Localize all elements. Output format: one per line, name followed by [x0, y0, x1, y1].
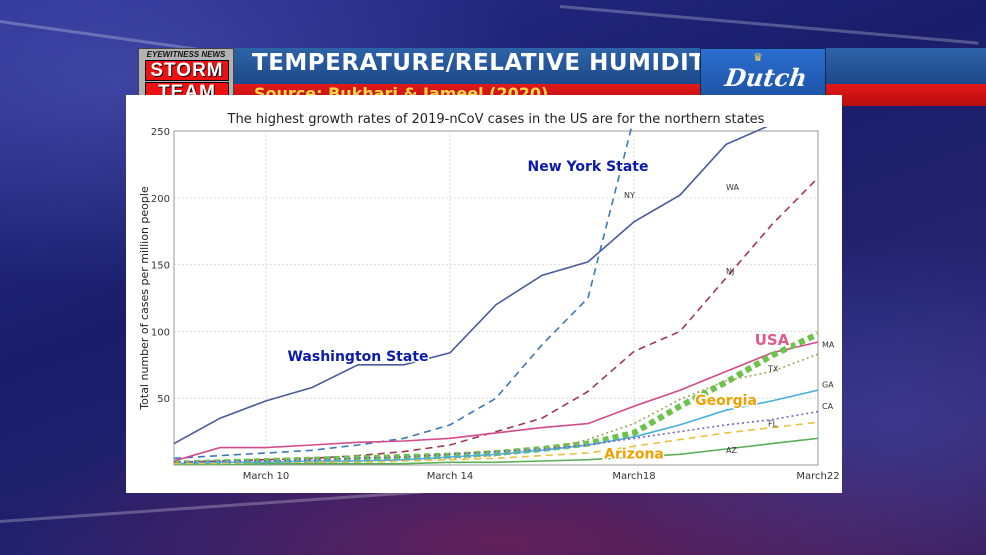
- annotation-new-york-state: New York State: [528, 159, 649, 175]
- annotation-usa: USA: [755, 331, 790, 349]
- series-label-nj: NJ: [726, 267, 734, 276]
- series-line-fl: [174, 421, 818, 465]
- series-label-ga: GA: [822, 381, 834, 390]
- series-line-ma: [174, 341, 818, 462]
- y-tick-label: 100: [151, 327, 170, 338]
- annotation-georgia: Georgia: [695, 393, 757, 409]
- y-axis-label: Total number of cases per million people: [138, 186, 151, 411]
- series-label-fl: FL: [768, 419, 778, 428]
- chart-panel: The highest growth rates of 2019-nCoV ca…: [126, 95, 842, 493]
- series-label-ma: MA: [822, 340, 835, 349]
- series-line-az: [174, 437, 818, 465]
- series-line-wa: [174, 127, 768, 445]
- series-line-ga: [174, 389, 818, 465]
- logo-eyewitness-text: EYEWITNESS NEWS: [146, 50, 226, 59]
- series-label-wa: WA: [726, 183, 739, 192]
- header-title-bar: [138, 48, 986, 84]
- x-tick-label: March 14: [427, 471, 473, 482]
- x-tick-label: March22: [796, 471, 839, 482]
- line-chart: The highest growth rates of 2019-nCoV ca…: [138, 112, 840, 482]
- crown-icon: ♛: [753, 51, 763, 64]
- storm-team-logo: EYEWITNESS NEWS STORM TEAM: [138, 48, 234, 106]
- series-line-usa: [174, 331, 818, 465]
- series-label-ny: NY: [624, 191, 635, 200]
- series-label-ca: CA: [822, 402, 834, 411]
- y-tick-label: 200: [151, 194, 170, 205]
- y-tick-label: 50: [157, 394, 170, 405]
- annotation-washington-state: Washington State: [287, 349, 428, 365]
- y-tick-label: 150: [151, 261, 170, 272]
- series-label-tx: TX: [767, 364, 779, 373]
- x-tick-label: March 10: [243, 471, 289, 482]
- y-tick-label: 250: [151, 127, 170, 138]
- series-line-nj: [174, 177, 818, 464]
- graphic-title: TEMPERATURE/RELATIVE HUMIDITY: [252, 50, 723, 76]
- series-line-ny: [174, 127, 633, 460]
- series-group: [174, 127, 818, 465]
- series-label-az: AZ: [726, 446, 737, 455]
- logo-storm-text: STORM: [145, 60, 229, 81]
- chart-title: The highest growth rates of 2019-nCoV ca…: [227, 112, 765, 127]
- plot-frame: [173, 130, 819, 466]
- annotation-arizona: Arizona: [604, 446, 664, 462]
- x-tick-label: March18: [612, 471, 655, 482]
